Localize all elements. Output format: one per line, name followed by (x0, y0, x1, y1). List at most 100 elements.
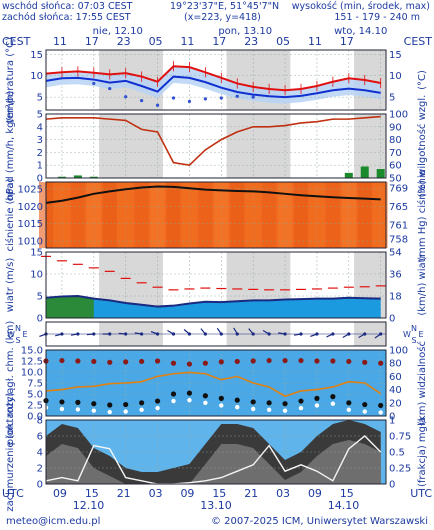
cloudiness-left-tick-4: 8 (37, 416, 43, 427)
pressure-column-17 (309, 182, 324, 248)
cloud-low-point-18 (330, 401, 336, 406)
precip-right-tick-5: 100 (389, 110, 408, 121)
bottom-timezone-right: UTC (410, 487, 432, 500)
cloud-top-point-15 (282, 357, 288, 364)
precip-bg (46, 114, 386, 178)
temperature-left-tick-2: 15 (30, 50, 43, 61)
cloudiness-right-tick-1: 0.25 (389, 464, 411, 475)
bottom-date-label-1: 13.10 (200, 499, 232, 512)
cloud-low-point-7 (155, 405, 160, 411)
wind-speed-area (46, 296, 381, 318)
precip-bar-21 (376, 169, 385, 178)
precip-left-tick-2: 2 (37, 148, 43, 159)
temperature-min-point-13 (251, 95, 255, 99)
cloud-total-area (46, 420, 381, 484)
pressure-column-15 (278, 182, 293, 248)
precip-bar-1 (57, 176, 66, 178)
temperature-min-point-7 (155, 103, 160, 107)
clouds-right-tick-2: 40 (389, 385, 402, 396)
precip-ylabel-right: (%) wilgotność wzgl. (416, 95, 428, 198)
cloud-top-point-17 (314, 358, 320, 364)
clouds-ylabel-right: (km) widzialność (416, 341, 428, 425)
cloud-low-point-10 (203, 400, 208, 405)
cloud-top-point-5 (123, 359, 129, 365)
cloud-base-point-9 (186, 390, 193, 396)
bottom-timezone-left: UTC (2, 487, 24, 500)
precip-left-tick-0: 0 (37, 174, 43, 185)
pressure-column-8 (166, 182, 181, 248)
clouds-left-tick-0: 0.0 (27, 412, 43, 423)
temperature-min-point-4 (108, 86, 112, 91)
temperature-line (45, 65, 381, 92)
pressure-column-5 (118, 182, 133, 248)
wind-right-tick-2: 36 (389, 270, 402, 281)
cloud-low-point-17 (314, 403, 320, 408)
wind-ylabel-right: (km/h) wiatr (417, 253, 428, 315)
pressure-column-10 (198, 182, 213, 248)
top-hour-tick-3: 05 (149, 35, 163, 48)
pressure-line (45, 185, 381, 204)
grid-point-text: (x=223, y=418) (184, 12, 261, 23)
cloud-top-point-14 (266, 357, 272, 364)
pressure-column-19 (341, 182, 356, 248)
cloud-top-point-19 (346, 358, 352, 365)
wind-dir-dot-6 (140, 332, 144, 336)
coordinates-text: 19°23'37"E, 51°45'7"N (170, 1, 280, 12)
wind-dir-dot-9 (187, 332, 192, 336)
cloud-top-point-2 (75, 358, 81, 364)
precip-night-band-0 (99, 114, 163, 178)
bottom-hour-tick-0: 09 (53, 487, 67, 500)
wind-dir-dot-12 (235, 332, 239, 336)
bottom-date-label-2: 14.10 (328, 499, 360, 512)
cloud-low-point-11 (219, 403, 224, 408)
sunrise-text: wschód słońca: 07:03 CEST (2, 1, 133, 12)
wind-left-tick-2: 10 (30, 270, 43, 281)
cloud-low-point-19 (346, 407, 352, 413)
top-day-label-2: wto, 14.10 (334, 26, 387, 37)
pressure-column-7 (150, 182, 165, 248)
compass-n-left: N (15, 324, 21, 333)
bottom-hour-tick-4: 09 (180, 487, 194, 500)
precip-frame (45, 113, 387, 179)
cloud-base-point-21 (378, 402, 384, 409)
temperature-min-point-3 (92, 81, 96, 86)
clouds-ylabel-left: pion. rozciągł. chm. (km) (5, 321, 16, 446)
cloudiness-ylabel-right: (frakcja) mgła (417, 417, 428, 487)
wind-dir-dot-16 (299, 332, 303, 336)
pressure-right-tick-3: 769 (389, 183, 408, 194)
cloud-low-point-15 (282, 408, 288, 413)
pressure-column-13 (246, 182, 261, 248)
temperature-ylabel-right: (°C) (417, 70, 428, 90)
clouds-left-tick-4: 10.0 (21, 368, 43, 379)
temperature-right-tick-0: 5 (389, 93, 395, 104)
wind-right-tick-1: 18 (389, 292, 402, 303)
wind-dir-dot-18 (331, 332, 335, 336)
clouds-left-tick-2: 5.0 (27, 390, 43, 401)
precip-night-band-1 (226, 114, 291, 178)
cloud-base-point-15 (282, 401, 288, 407)
precip-left-tick-4: 4 (37, 122, 43, 133)
cloud-low-point-14 (266, 407, 272, 413)
cloud-low-point-13 (250, 406, 256, 412)
precip-right-tick-3: 80 (389, 135, 402, 146)
pressure-column-3 (86, 182, 101, 248)
pressure-column-20 (357, 182, 372, 248)
cloudiness-frame (45, 419, 387, 485)
precip-right-tick-1: 60 (389, 161, 402, 172)
precip-left-tick-1: 1 (37, 161, 43, 172)
wind-dir-dot-2 (76, 332, 80, 336)
wind-dir-dot-17 (315, 332, 319, 336)
cloud-top-point-9 (186, 361, 193, 367)
temperature-right-tick-1: 10 (389, 71, 402, 82)
precip-bar-20 (360, 166, 369, 178)
compass-n-right: N (411, 324, 417, 333)
clouds-right-tick-0: 0 (389, 412, 395, 423)
wind-dir-dot-21 (379, 332, 383, 336)
pressure-right-tick-0: 758 (389, 234, 408, 245)
bottom-hour-tick-6: 21 (244, 487, 258, 500)
cloud-base-point-10 (202, 393, 208, 399)
cloud-base-point-1 (59, 399, 65, 405)
cloud-top-point-10 (202, 360, 208, 366)
top-hour-tick-9: 17 (340, 35, 354, 48)
